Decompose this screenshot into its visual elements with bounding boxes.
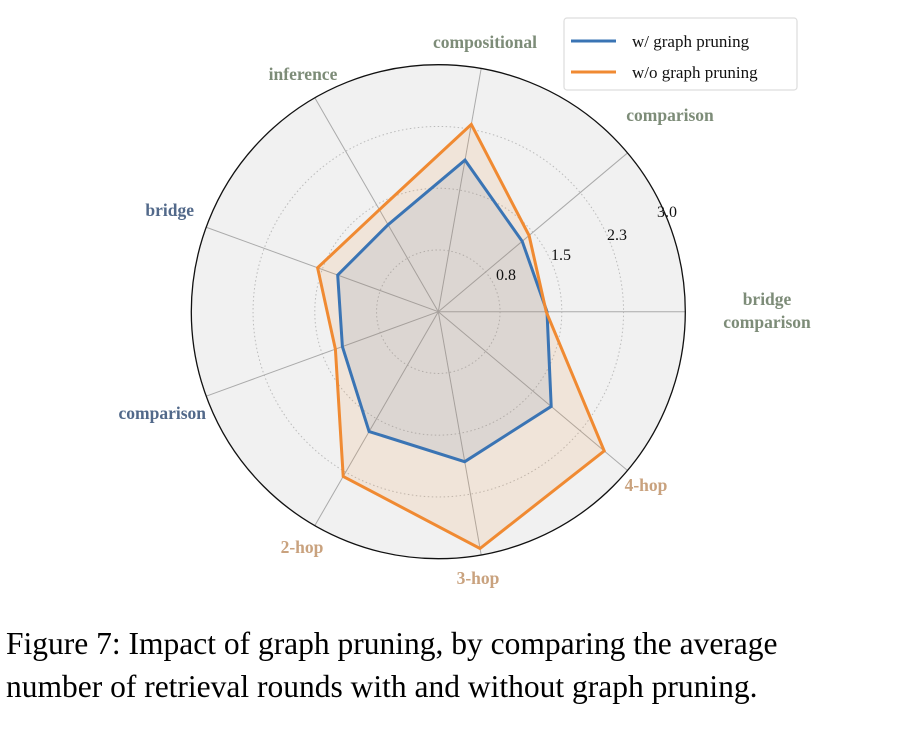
axis-label-2-hop: 2-hop xyxy=(281,537,324,557)
plot-area: 0.8 1.5 2.3 3.0 bridge comparison comparison co… xyxy=(119,32,812,588)
axis-label-bridge: bridge xyxy=(145,200,194,220)
axis-label-comparison: comparison xyxy=(626,105,714,125)
spoke-7 xyxy=(437,311,482,556)
figure-caption: Figure 7: Impact of graph pruning, by co… xyxy=(6,622,912,708)
spoke-3 xyxy=(314,97,439,312)
caption-line-1: Figure 7: Impact of graph pruning, by co… xyxy=(6,626,778,661)
axis-label-comparison: comparison xyxy=(119,403,207,423)
radar-chart: 0.8 1.5 2.3 3.0 bridge comparison comparison co… xyxy=(119,17,812,588)
spoke-1 xyxy=(437,152,628,313)
spoke-4 xyxy=(206,226,439,313)
axis-label-compositional: compositional xyxy=(433,32,537,52)
axis-label-4-hop: 4-hop xyxy=(625,475,668,495)
series-fill-0 xyxy=(337,160,552,462)
series-line-1 xyxy=(315,121,607,551)
legend: w/ graph pruning w/o graph pruning xyxy=(563,17,798,91)
series-fill-1 xyxy=(317,124,605,549)
spoke-6 xyxy=(314,311,439,526)
series-line-0 xyxy=(336,157,553,464)
radial-tick-label: 2.3 xyxy=(607,227,627,244)
radial-tick-label: 0.8 xyxy=(496,267,516,284)
plot-outline xyxy=(190,64,686,560)
spoke-2 xyxy=(437,68,482,312)
spoke-5 xyxy=(206,311,439,397)
radial-tick-label: 3.0 xyxy=(657,204,677,221)
caption-line-2: number of retrieval rounds with and with… xyxy=(6,669,758,704)
axis-label-comparison: comparison xyxy=(723,312,811,332)
legend-frame xyxy=(563,17,798,91)
axis-label-3-hop: 3-hop xyxy=(457,568,500,588)
spoke-8 xyxy=(437,311,628,471)
legend-label-without-pruning: w/o graph pruning xyxy=(632,63,758,82)
radial-tick-label: 1.5 xyxy=(551,247,571,264)
axis-label-inference: inference xyxy=(269,64,338,84)
axis-label-bridge: bridge xyxy=(743,289,792,309)
legend-label-with-pruning: w/ graph pruning xyxy=(632,32,750,51)
